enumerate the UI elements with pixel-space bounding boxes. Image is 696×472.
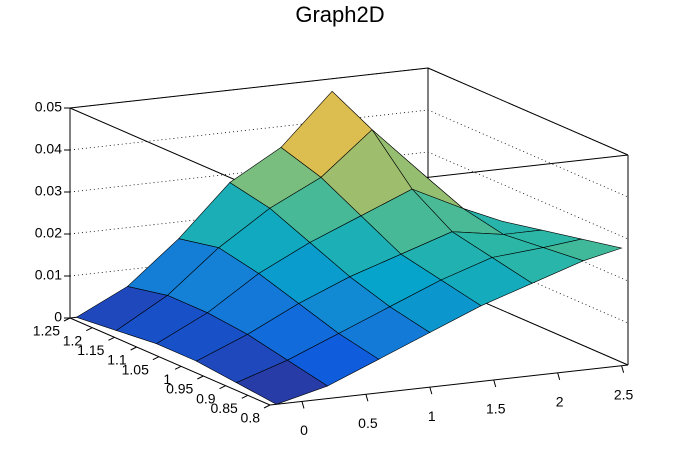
grid-line xyxy=(69,67,629,156)
y-tick-label: 0.95 xyxy=(166,381,193,397)
y-tick-label: 1.05 xyxy=(122,361,149,377)
y-tick-label: 1.15 xyxy=(77,342,104,358)
y-tick-mark xyxy=(108,336,115,341)
x-tick-label: 0.5 xyxy=(358,415,378,431)
z-tick-label: 0.02 xyxy=(35,225,62,241)
y-tick-mark xyxy=(152,356,160,361)
y-axis xyxy=(69,317,271,406)
chart-title: Graph2D xyxy=(295,2,384,27)
y-tick-mark xyxy=(63,317,71,322)
y-tick-label: 1.1 xyxy=(107,352,127,368)
y-tick-label: 0.8 xyxy=(241,410,261,426)
x-tick-label: 2 xyxy=(556,394,564,410)
x-tick-label: 2.5 xyxy=(614,386,634,402)
x-tick-mark xyxy=(429,387,433,395)
x-tick-label: 0 xyxy=(300,422,308,438)
y-tick-label: 1.25 xyxy=(33,323,60,339)
y-tick-mark xyxy=(130,346,137,351)
z-tick-label: 0.04 xyxy=(35,141,62,157)
x-tick-mark xyxy=(557,372,561,380)
x-tick-mark xyxy=(365,394,369,402)
z-tick-label: 0.05 xyxy=(35,99,62,115)
x-axis xyxy=(269,364,629,406)
grid-line xyxy=(69,151,629,240)
y-tick-mark xyxy=(85,327,93,332)
grid-line xyxy=(69,109,629,198)
x-tick-label: 1.5 xyxy=(486,401,506,417)
x-tick-mark xyxy=(301,401,305,409)
surface-cell xyxy=(235,359,329,405)
y-tick-label: 1 xyxy=(163,371,171,387)
z-tick-label: 0.01 xyxy=(35,267,62,283)
x-tick-mark xyxy=(621,365,625,373)
z-tick-label: 0.03 xyxy=(35,183,62,199)
y-tick-label: 1.2 xyxy=(63,332,83,348)
y-tick-label: 0.85 xyxy=(211,400,238,416)
x-tick-label: 1 xyxy=(428,408,436,424)
y-tick-mark xyxy=(263,404,271,409)
x-tick-mark xyxy=(493,379,497,388)
y-tick-mark xyxy=(219,385,226,390)
y-tick-mark xyxy=(197,375,204,380)
z-tick-label: 0 xyxy=(54,309,62,325)
y-tick-label: 0.9 xyxy=(196,390,216,406)
y-tick-mark xyxy=(174,365,182,370)
y-tick-mark xyxy=(241,394,249,399)
